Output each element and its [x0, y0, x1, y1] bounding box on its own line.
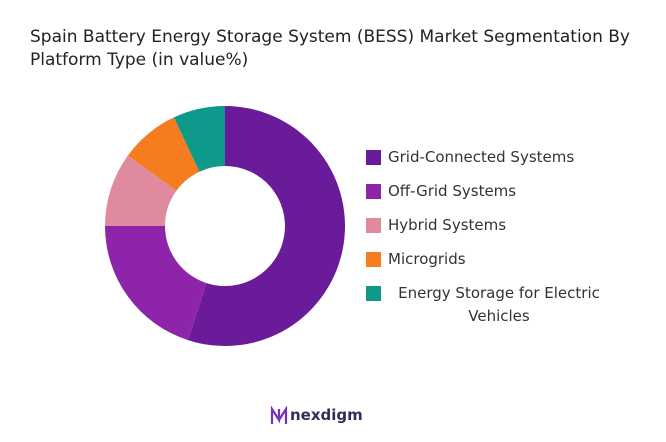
brand-icon — [270, 406, 288, 424]
legend-swatch — [366, 286, 381, 301]
legend-label: Grid-Connected Systems — [388, 148, 575, 166]
legend-swatch — [366, 184, 381, 199]
legend-label: Off-Grid Systems — [388, 182, 517, 200]
donut-slice — [187, 106, 346, 346]
donut-slice — [173, 106, 225, 172]
brand: nexdigm — [290, 406, 363, 424]
legend-label: Microgrids — [388, 250, 466, 268]
legend-label: Energy Storage for Electric Vehicles — [398, 284, 600, 325]
legend-label: Hybrid Systems — [388, 216, 507, 234]
legend-swatch — [366, 252, 381, 267]
donut-slice — [127, 117, 200, 191]
chart-title: Spain Battery Energy Storage System (BES… — [30, 27, 630, 70]
legend-swatch — [366, 150, 381, 165]
donut-slice — [105, 155, 177, 226]
legend-swatch — [366, 218, 381, 233]
donut-slice — [105, 226, 207, 341]
